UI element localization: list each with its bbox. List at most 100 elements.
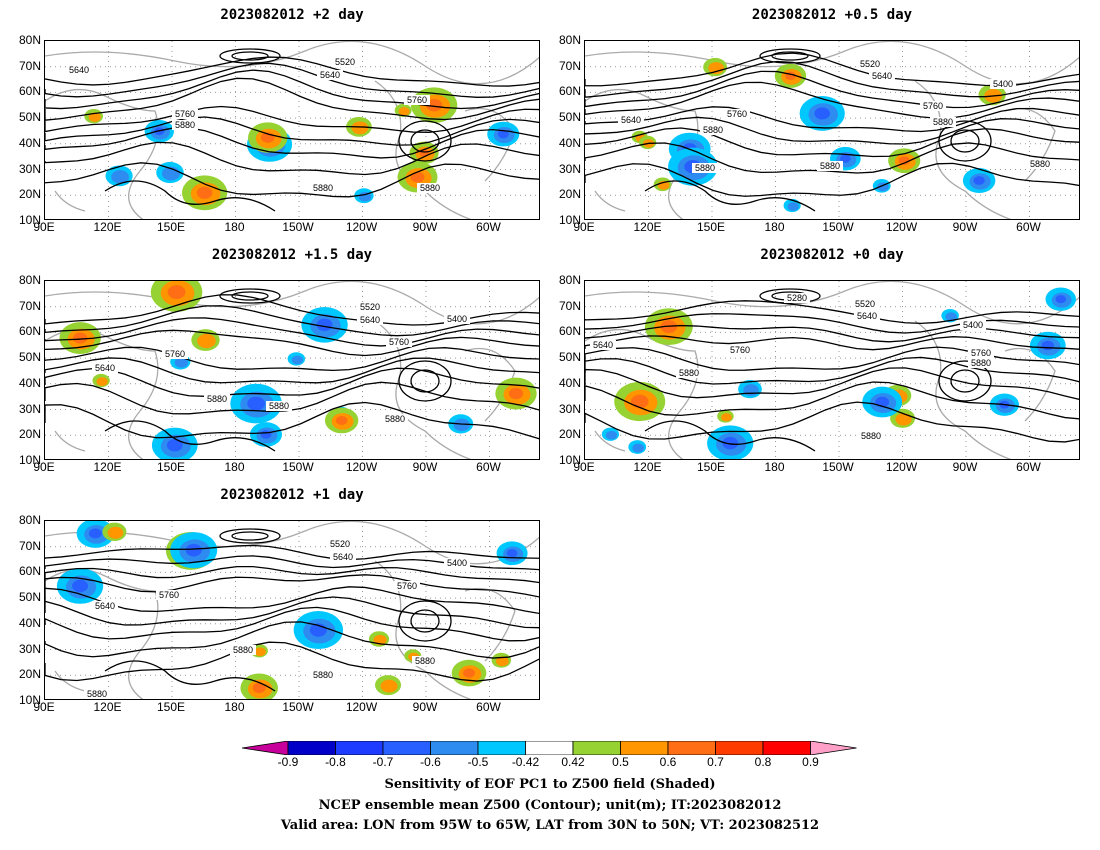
lon-tick-label: 90W <box>412 700 438 714</box>
sensitivity-shading <box>84 87 520 211</box>
contour-label: 5760 <box>971 348 991 358</box>
contour-label: 5880 <box>313 183 333 193</box>
contour-label: 5880 <box>269 401 289 411</box>
lat-tick-label: 80N <box>18 273 41 287</box>
lon-tick-label: 90E <box>33 220 55 234</box>
contour-label: 5640 <box>872 71 892 81</box>
lat-tick-label: 70N <box>558 298 581 313</box>
lat-tick-label: 20N <box>18 187 41 202</box>
contour-label: 5400 <box>993 79 1013 89</box>
panel-title-plus05: 2023082012 +0.5 day <box>751 7 913 23</box>
z500-contours <box>45 48 539 212</box>
lat-tick-label: 40N <box>18 615 41 630</box>
lon-tick-label: 180 <box>224 220 245 234</box>
colorbar-tick-label: 0.42 <box>561 755 585 769</box>
colorbar-tick-label: 0.8 <box>754 755 772 769</box>
lat-tick-label: 40N <box>18 375 41 390</box>
lon-tick-label: 60W <box>476 460 501 474</box>
lat-tick-label: 80N <box>558 33 581 47</box>
sensitivity-shading <box>59 281 537 459</box>
lon-tick-label: 120W <box>345 220 378 234</box>
contour-label: 5880 <box>971 358 991 368</box>
lat-tick-label: 40N <box>558 135 581 150</box>
colorbar-swatch <box>335 740 384 756</box>
lat-tick-label: 60N <box>18 564 41 579</box>
contour-label: 5880 <box>933 117 953 127</box>
lat-tick-label: 10N <box>18 452 41 467</box>
colorbar-swatch <box>287 740 336 756</box>
contour-label: 5760 <box>727 109 747 119</box>
contour-label: 5640 <box>95 601 115 611</box>
lon-tick-label: 150E <box>696 220 726 234</box>
colorbar-tick-label: -0.9 <box>277 755 299 769</box>
lat-tick-label: 10N <box>558 452 581 467</box>
contour-label: 5880 <box>87 689 107 699</box>
lat-tick-label: 20N <box>558 427 581 442</box>
lon-tick-label: 120E <box>633 220 662 234</box>
contour-label: 5640 <box>857 311 877 321</box>
lat-tick-label: 50N <box>18 350 41 365</box>
colorbar: -0.9 -0.8 -0.7 -0.6 -0.5 -0.42 0.42 0.5 0.6 0.7 0.… <box>241 740 862 770</box>
map-panel-plus0: 5280 5520 5640 5640 5400 5760 5760 5880 5880 5880 <box>584 280 1080 460</box>
colorbar-swatch <box>382 740 431 756</box>
colorbar-high-arrow <box>810 740 857 756</box>
colorbar-low-arrow <box>241 740 289 756</box>
lon-tick-label: 180 <box>764 460 785 474</box>
lat-tick-label: 50N <box>558 350 581 365</box>
colorbar-tick-label: 0.9 <box>802 755 819 769</box>
contour-label: 5640 <box>69 65 89 75</box>
contour-label: 5760 <box>397 581 417 591</box>
lat-tick-label: 30N <box>18 401 41 416</box>
colorbar-swatch <box>667 740 716 756</box>
colorbar-swatch <box>572 740 621 756</box>
colorbar-swatch <box>525 740 574 756</box>
contour-label: 5520 <box>855 299 875 309</box>
lon-tick-label: 90W <box>412 460 438 474</box>
colorbar-swatch <box>620 740 669 756</box>
contour-label: 5400 <box>963 320 983 330</box>
lon-tick-label: 90E <box>33 700 55 714</box>
colorbar-tick-label: -0.8 <box>325 755 346 769</box>
lon-tick-label: 60W <box>476 700 501 714</box>
lon-tick-label: 150W <box>282 700 314 714</box>
lon-tick-label: 120E <box>633 460 662 474</box>
contour-label: 5880 <box>820 161 840 171</box>
lon-tick-label: 180 <box>224 460 245 474</box>
lon-tick-label: 150E <box>156 460 186 474</box>
contour-label: 5520 <box>860 59 880 69</box>
lat-tick-label: 50N <box>18 110 41 125</box>
lon-tick-label: 180 <box>764 220 785 234</box>
panel-title-plus1: 2023082012 +1 day <box>220 487 364 503</box>
lon-tick-label: 120E <box>93 700 122 714</box>
colorbar-swatch <box>477 740 526 756</box>
lon-tick-label: 60W <box>1016 460 1041 474</box>
lat-tick-label: 80N <box>18 33 41 47</box>
lat-tick-label: 30N <box>18 161 41 176</box>
lat-tick-label: 70N <box>18 298 41 313</box>
lon-tick-label: 150W <box>282 460 314 474</box>
contour-label: 5640 <box>360 315 380 325</box>
map-svg: 5520 5640 5640 5400 5760 5760 5880 5880 5880 5880… <box>585 41 1079 219</box>
lon-tick-label: 120W <box>345 460 378 474</box>
contour-label: 5640 <box>333 552 353 562</box>
footer-line-3: Valid area: LON from 95W to 65W, LAT fro… <box>280 818 820 833</box>
footer-line-1: Sensitivity of EOF PC1 to Z500 field (Sh… <box>384 777 716 792</box>
lat-tick-label: 80N <box>558 273 581 287</box>
map-panel-plus1: 5520 5640 5640 5400 5760 5760 5880 5880 5880 5880 <box>44 520 540 700</box>
lon-tick-label: 150W <box>282 220 314 234</box>
contour-label: 5760 <box>175 109 195 119</box>
contour-label: 5880 <box>313 670 333 680</box>
footer-line-2: NCEP ensemble mean Z500 (Contour); unit(… <box>318 798 782 813</box>
lat-tick-label: 20N <box>18 667 41 682</box>
colorbar-swatch <box>762 740 811 756</box>
colorbar-tick-label: 0.7 <box>707 755 724 769</box>
lon-tick-label: 150E <box>696 460 726 474</box>
contour-label: 5640 <box>95 363 115 373</box>
contour-label: 5880 <box>703 125 723 135</box>
contour-label: 5760 <box>165 349 185 359</box>
lon-tick-label: 150E <box>156 700 186 714</box>
sensitivity-shading <box>631 57 1006 213</box>
lat-tick-label: 30N <box>558 401 581 416</box>
contour-label: 5640 <box>621 115 641 125</box>
